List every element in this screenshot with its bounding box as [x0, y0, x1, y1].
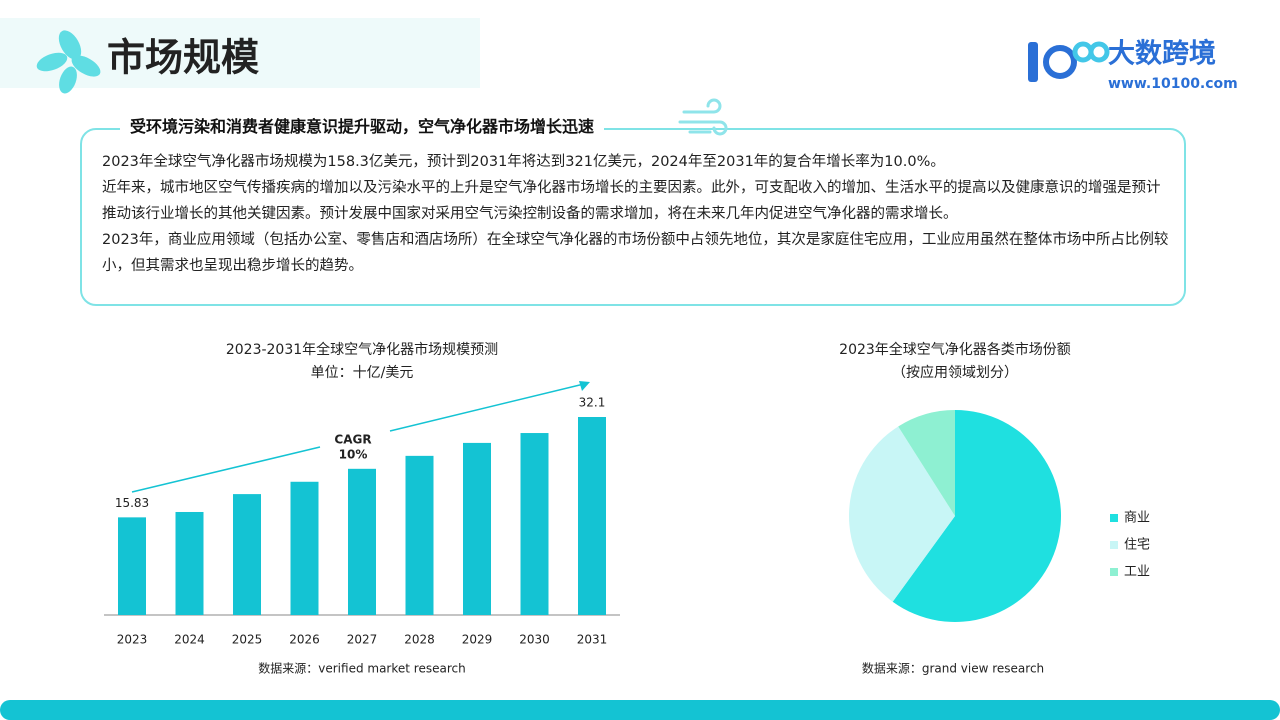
- trend-arrow: [131, 446, 321, 493]
- source: 数据来源：grand view research: [862, 661, 1044, 676]
- wind-icon: [678, 98, 728, 136]
- legend-label: 住宅: [1124, 538, 1150, 553]
- x-tick-label: 2031: [577, 633, 608, 647]
- legend-label: 工业: [1124, 565, 1150, 580]
- summary-box: [80, 128, 1186, 306]
- bar: [463, 442, 491, 615]
- chart-subtitle: （按应用领域划分）: [892, 364, 1018, 381]
- x-tick-label: 2025: [232, 633, 263, 647]
- bar: [348, 468, 376, 615]
- bar: [118, 517, 146, 615]
- bar: [578, 417, 606, 615]
- paragraph: 2023年全球空气净化器市场规模为158.3亿美元，预计到2031年将达到321…: [102, 154, 945, 170]
- summary-heading: 受环境污染和消费者健康意识提升驱动，空气净化器市场增长迅速: [120, 114, 605, 140]
- paragraph: 2023年，商业应用领域（包括办公室、零售店和酒店场所）在全球空气净化器的市场份…: [102, 232, 1169, 274]
- x-tick-label: 2023: [117, 633, 148, 647]
- legend-swatch: [1110, 541, 1118, 549]
- annotation: 10%: [339, 448, 368, 462]
- x-tick-label: 2026: [289, 633, 320, 647]
- value-label: 32.1: [579, 396, 606, 410]
- legend-swatch: [1110, 568, 1118, 576]
- x-tick-label: 2030: [519, 633, 550, 647]
- brand-mark: [1028, 41, 1110, 82]
- footer-band: [0, 700, 1280, 720]
- x-tick-label: 2029: [462, 633, 493, 647]
- summary-text: 2023年全球空气净化器市场规模为158.3亿美元，预计到2031年将达到321…: [102, 149, 1172, 279]
- legend-swatch: [1110, 514, 1118, 522]
- annotation: CAGR: [334, 433, 371, 447]
- brand-name: 大数跨境: [1108, 39, 1216, 70]
- bar: [405, 455, 434, 615]
- brand-url: www.10100.com: [1108, 76, 1238, 92]
- bar: [233, 494, 261, 615]
- pie-slice: [898, 410, 955, 516]
- pie-slice: [892, 410, 1061, 623]
- page-title: 市场规模: [107, 36, 259, 80]
- logo-icon: [36, 30, 101, 94]
- legend-label: 商业: [1124, 511, 1150, 526]
- source: 数据来源：verified market research: [258, 661, 465, 676]
- chart-title: 2023-2031年全球空气净化器市场规模预测: [226, 341, 498, 358]
- chart-subtitle: 单位：十亿/美元: [311, 365, 414, 381]
- bar: [175, 511, 204, 615]
- x-tick-label: 2024: [174, 633, 205, 647]
- bar: [290, 481, 319, 615]
- x-tick-label: 2028: [404, 633, 435, 647]
- trend-arrow: [389, 382, 589, 432]
- pie-slice: [849, 426, 955, 602]
- bar: [520, 433, 549, 615]
- value-label: 15.83: [115, 496, 149, 510]
- chart-title: 2023年全球空气净化器各类市场份额: [839, 341, 1071, 358]
- arrow-head: [579, 381, 590, 391]
- paragraph: 近年来，城市地区空气传播疾病的增加以及污染水平的上升是空气净化器市场增长的主要因…: [102, 180, 1161, 222]
- x-tick-label: 2027: [347, 633, 378, 647]
